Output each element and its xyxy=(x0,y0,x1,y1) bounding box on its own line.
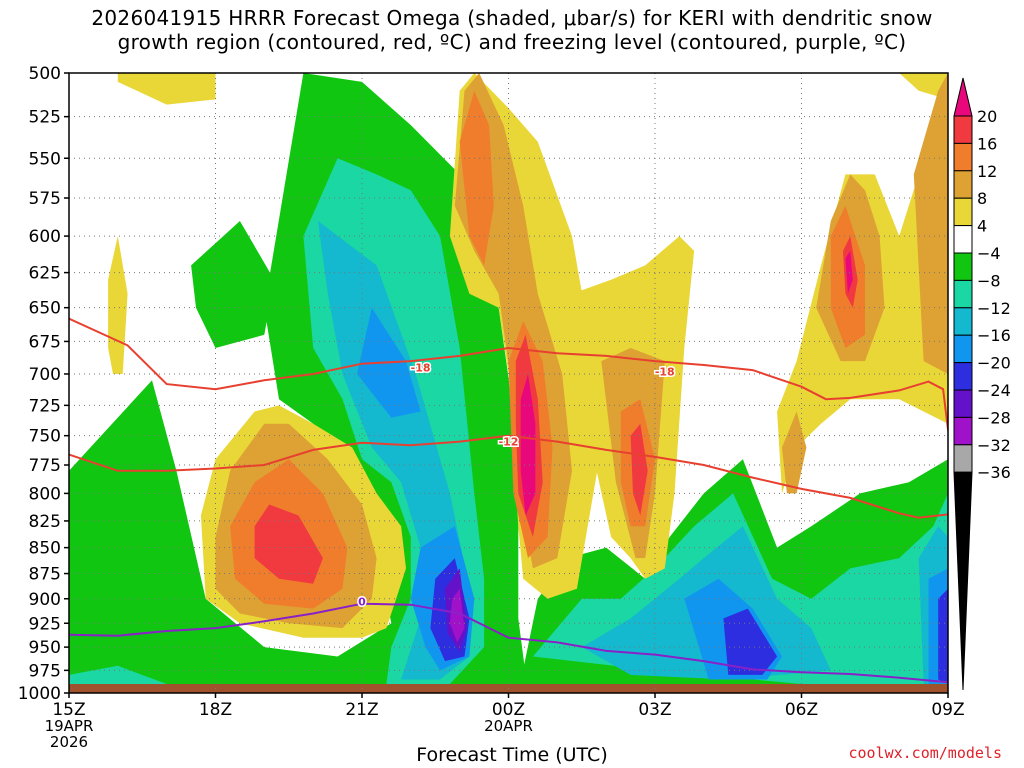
y-tick-label-625: 625 xyxy=(29,264,61,284)
x-tick-label-3: 18Z xyxy=(199,700,232,720)
x-tick-label-9: 00Z xyxy=(492,700,525,720)
omega-region-36 xyxy=(254,504,323,584)
x-tick-sublabel-0-1: 2026 xyxy=(50,733,88,751)
dgz-contour-1-label-0: -12 xyxy=(499,436,519,449)
x-tick-sublabel-0-0: 19APR xyxy=(45,717,94,735)
chart-title: 2026041915 HRRR Forecast Omega (shaded, … xyxy=(0,6,1024,54)
colorbar-bottom-arrow xyxy=(953,471,973,691)
colorbar-label-7: −12 xyxy=(977,299,1011,318)
x-tick-label-18: 09Z xyxy=(931,700,964,720)
y-tick-label-500: 500 xyxy=(29,64,61,84)
x-tick-sublabel-9-0: 20APR xyxy=(484,717,533,735)
dgz-contour-0-label-0: -18 xyxy=(411,362,431,375)
omega-region-38 xyxy=(630,423,648,516)
omega-region-15 xyxy=(938,588,948,684)
y-tick-label-950: 950 xyxy=(29,638,61,658)
y-tick-label-900: 900 xyxy=(29,590,61,610)
colorbar-segment-13 xyxy=(953,444,973,473)
y-tick-label-800: 800 xyxy=(29,484,61,504)
y-tick-label-675: 675 xyxy=(29,332,61,352)
y-tick-label-825: 825 xyxy=(29,512,61,532)
dgz-contour-1-line xyxy=(69,434,948,519)
y-tick-label-700: 700 xyxy=(29,365,61,385)
y-tick-label-575: 575 xyxy=(29,189,61,209)
y-tick-label-750: 750 xyxy=(29,427,61,447)
colorbar-segment-1 xyxy=(953,115,973,144)
omega-region-18 xyxy=(117,73,216,105)
chart-title-line-2: growth region (contoured, red, ºC) and f… xyxy=(117,30,907,54)
colorbar-label-12: −32 xyxy=(977,436,1011,455)
y-tick-label-1000: 1000 xyxy=(18,684,61,704)
chart-title-line-1: 2026041915 HRRR Forecast Omega (shaded, … xyxy=(91,6,933,30)
colorbar-segment-7 xyxy=(953,279,973,309)
y-tick-label-775: 775 xyxy=(29,456,61,476)
y-tick-label-650: 650 xyxy=(29,299,61,319)
y-tick-label-875: 875 xyxy=(29,565,61,585)
freezing-level-contour-line xyxy=(69,602,948,684)
colorbar-segment-4 xyxy=(953,197,973,227)
colorbar-label-1: 16 xyxy=(977,134,997,153)
colorbar-label-0: 20 xyxy=(977,107,997,126)
credit-text: coolwx.com/models xyxy=(848,744,1002,762)
plot-area: -18 -18 -12 0 xyxy=(69,73,948,693)
colorbar-label-5: −4 xyxy=(977,244,1001,263)
omega-region-24 xyxy=(899,73,948,100)
omega-region-5 xyxy=(69,665,167,684)
colorbar-label-8: −16 xyxy=(977,326,1011,345)
colorbar-segment-3 xyxy=(953,170,973,199)
x-tick-label-0: 15Z xyxy=(52,700,85,720)
colorbar-label-2: 12 xyxy=(977,162,997,181)
colorbar-label-6: −8 xyxy=(977,271,1001,290)
y-tick-label-850: 850 xyxy=(29,539,61,559)
y-tick-label-525: 525 xyxy=(29,108,61,128)
colorbar-label-4: 4 xyxy=(977,217,987,236)
omega-region-17 xyxy=(449,588,465,643)
omega-region-1 xyxy=(191,221,275,348)
colorbar-label-11: −28 xyxy=(977,408,1011,427)
y-tick-label-600: 600 xyxy=(29,227,61,247)
y-tick-label-725: 725 xyxy=(29,396,61,416)
colorbar-segment-2 xyxy=(953,142,973,172)
colorbar-top-arrow xyxy=(953,77,973,117)
x-axis-title: Forecast Time (UTC) xyxy=(416,744,608,766)
colorbar-label-3: 8 xyxy=(977,189,987,208)
colorbar-segment-12 xyxy=(953,416,973,446)
omega-region-29 xyxy=(782,411,807,494)
freezing-level-contour-label-0: 0 xyxy=(358,596,366,609)
y-tick-label-975: 975 xyxy=(29,661,61,681)
omega-region-32 xyxy=(459,90,494,266)
x-tick-label-6: 21Z xyxy=(345,700,378,720)
omega-region-14 xyxy=(723,608,778,675)
colorbar-segment-6 xyxy=(953,252,973,281)
colorbar-label-10: −24 xyxy=(977,381,1011,400)
colorbar-segment-11 xyxy=(953,389,973,418)
colorbar-segment-5 xyxy=(953,225,973,254)
colorbar-label-9: −20 xyxy=(977,354,1011,373)
dgz-contour-0-label-1: -18 xyxy=(655,365,675,378)
x-tick-label-15: 06Z xyxy=(785,700,818,720)
colorbar-segment-9 xyxy=(953,334,973,364)
y-tick-label-925: 925 xyxy=(29,614,61,634)
y-tick-label-550: 550 xyxy=(29,149,61,169)
x-tick-label-12: 03Z xyxy=(638,700,671,720)
colorbar-segment-10 xyxy=(953,362,973,391)
colorbar-segment-8 xyxy=(953,307,973,336)
dgz-contour-0-line xyxy=(69,317,948,432)
omega-region-30 xyxy=(913,73,948,374)
colorbar-label-13: −36 xyxy=(977,463,1011,482)
omega-region-40 xyxy=(520,374,536,516)
